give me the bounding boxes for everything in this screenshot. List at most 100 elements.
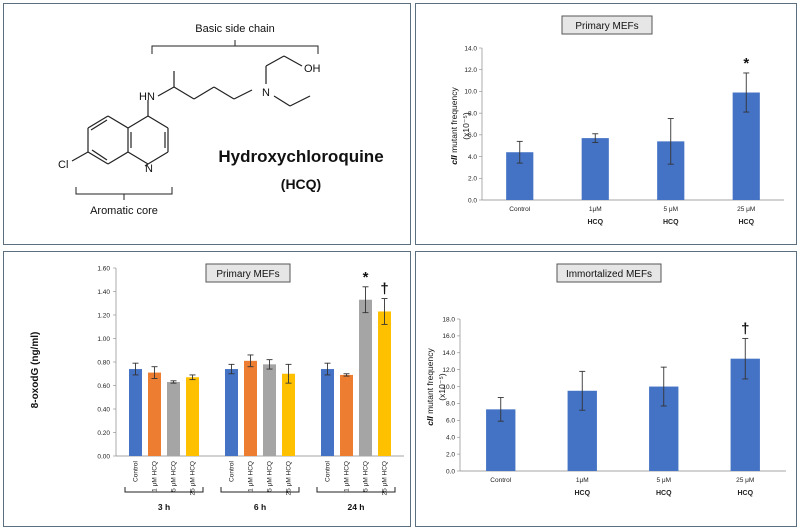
x-tick-label-line2: HCQ	[587, 219, 603, 226]
y-tick-label: 0.0	[468, 197, 477, 204]
error-bar	[362, 286, 369, 314]
bar	[340, 374, 353, 456]
group-label: 3 h	[158, 502, 170, 512]
y-axis-units: (x10⁻⁵)	[437, 373, 447, 401]
y-tick-label: 8.0	[446, 401, 455, 408]
x-tick-label: 5 μM HCQ	[363, 461, 370, 492]
group-label: 24 h	[347, 502, 364, 512]
y-axis-units: (x10⁻⁵)	[461, 112, 471, 140]
x-tick-label: 25 μM HCQ	[382, 461, 389, 495]
x-tick-label: 1μM	[576, 477, 589, 484]
bar	[148, 372, 161, 456]
significance-marker: †	[380, 281, 388, 298]
x-tick-label: 1μM	[589, 206, 602, 213]
y-tick-label: 4.0	[446, 435, 455, 442]
molecule-bonds	[71, 55, 311, 167]
chart-title: Immortalized MEFs	[566, 269, 652, 280]
y-axis-label-text: mutant frequency	[425, 348, 435, 417]
group-bracket	[220, 487, 300, 493]
x-tick-label-line2: HCQ	[656, 490, 672, 497]
bar	[282, 373, 295, 456]
x-tick-label: 5 μM HCQ	[267, 461, 274, 492]
x-tick-label: Control	[490, 477, 512, 484]
chart-title-box	[556, 263, 662, 283]
error-bar	[132, 362, 139, 376]
atom-oh: OH	[304, 63, 321, 75]
y-tick-label: 12.0	[442, 367, 455, 374]
error-bar	[516, 140, 523, 164]
y-tick-label: 16.0	[442, 333, 455, 340]
y-axis-label: cII mutant frequency	[449, 87, 459, 165]
chart-title: Primary MEFs	[216, 269, 279, 280]
aromatic-core-label: Aromatic core	[90, 205, 158, 217]
y-axis-label-gene: cII	[449, 155, 459, 165]
error-bar	[743, 72, 750, 113]
immortalized-mefs-chart: Immortalized MEFs cII mutant frequency (…	[425, 263, 786, 497]
x-tick-label: 1 μM HCQ	[344, 461, 351, 492]
bar	[359, 299, 372, 456]
molecule-name: Hydroxychloroquine	[218, 147, 383, 166]
y-tick-label: 10.0	[464, 89, 477, 96]
side-chain-label: Basic side chain	[195, 23, 275, 35]
hcq-structure-panel: Basic side chain	[3, 3, 411, 245]
side-chain-bracket	[151, 45, 319, 54]
error-bar	[343, 373, 350, 377]
x-tick-label-line2: HCQ	[663, 219, 679, 226]
y-tick-label: 12.0	[464, 67, 477, 74]
x-tick-label: Control	[229, 460, 236, 482]
x-tick-label: 25 μM HCQ	[190, 461, 197, 495]
error-bar	[285, 363, 292, 384]
x-tick-label: 25 μM HCQ	[286, 461, 293, 495]
bar	[263, 364, 276, 456]
y-tick-label: 0.0	[446, 468, 455, 475]
x-tick-label-line2: HCQ	[738, 219, 754, 226]
error-bar	[189, 374, 196, 381]
y-tick-label: 0.20	[97, 430, 110, 437]
y-axis-label: 8-oxodG (ng/ml)	[30, 332, 41, 409]
hcq-structure-drawing: Basic side chain	[58, 23, 384, 217]
x-tick-label: 5 μM	[656, 477, 671, 484]
y-tick-label: 1.40	[97, 289, 110, 296]
x-tick-label: 25 μM	[736, 477, 754, 484]
y-tick-label: 6.0	[468, 132, 477, 139]
y-tick-label: 14.0	[442, 350, 455, 357]
error-bar	[228, 363, 235, 375]
y-tick-label: 14.0	[464, 45, 477, 52]
atom-n-ring: N	[145, 163, 153, 175]
x-tick-label: 5 μM	[663, 206, 678, 213]
chart-title-box	[561, 15, 653, 35]
bar	[321, 369, 334, 456]
immortalized-mefs-panel: Immortalized MEFs cII mutant frequency (…	[415, 251, 797, 527]
bar	[129, 369, 142, 456]
error-bar	[660, 366, 667, 407]
x-tick-label: 5 μM HCQ	[171, 461, 178, 492]
group-bracket	[316, 487, 396, 493]
y-tick-label: 18.0	[442, 316, 455, 323]
y-tick-label: 2.0	[446, 451, 455, 458]
oxodg-chart: Primary MEFs 8-oxodG (ng/ml) 0.00 0.20 0.4…	[30, 263, 404, 512]
error-bar	[324, 362, 331, 376]
significance-marker: †	[741, 320, 749, 337]
x-tick-label: Control	[133, 460, 140, 482]
group-bracket	[124, 487, 204, 493]
chart-title-box	[205, 263, 291, 283]
y-tick-label: 4.0	[468, 154, 477, 161]
y-tick-label: 1.60	[97, 265, 110, 272]
y-tick-label: 2.0	[468, 176, 477, 183]
x-tick-label-line2: HCQ	[737, 490, 753, 497]
primary-mefs-mutant-panel: Primary MEFs cII mutant frequency (x10⁻⁵…	[415, 3, 797, 245]
y-tick-label: 0.00	[97, 453, 110, 460]
atom-hn: HN	[139, 91, 155, 103]
bar	[378, 311, 391, 456]
significance-marker: *	[743, 55, 749, 72]
oxodg-panel: Primary MEFs 8-oxodG (ng/ml) 0.00 0.20 0.4…	[3, 251, 411, 527]
error-bar	[667, 118, 674, 165]
error-bar	[381, 298, 388, 325]
molecule-abbreviation: (HCQ)	[281, 176, 321, 192]
error-bar	[247, 354, 254, 368]
x-tick-label-line2: HCQ	[574, 490, 590, 497]
aromatic-core-bracket	[75, 187, 173, 195]
x-tick-label: 25 μM	[737, 206, 755, 213]
chart-title: Primary MEFs	[575, 21, 638, 32]
atom-n-side: N	[262, 87, 270, 99]
